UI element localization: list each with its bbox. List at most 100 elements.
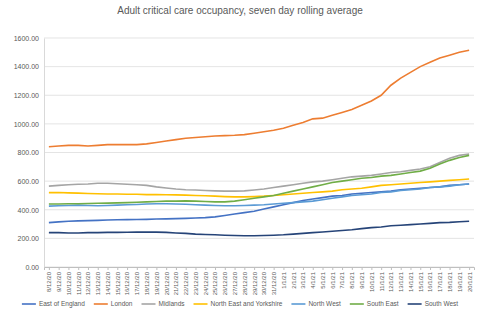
x-tick-label: 31/12/20 <box>271 271 277 295</box>
x-tick: 26/12/20 <box>222 267 228 295</box>
grid <box>44 38 474 267</box>
legend-item: South East <box>350 300 399 307</box>
legend-label: Midlands <box>159 300 186 307</box>
x-tick-mark <box>410 267 411 270</box>
x-tick-label: 13/12/20 <box>95 271 101 295</box>
x-tick-label: 8/1/21 <box>349 271 355 288</box>
x-tick-label: 8/12/20 <box>46 271 52 292</box>
x-tick-label: 15/12/20 <box>115 271 121 295</box>
x-tick: 19/1/21 <box>457 267 463 292</box>
series-line <box>49 155 469 204</box>
x-tick-label: 19/12/20 <box>154 271 160 295</box>
y-tick: 1000.00 <box>14 121 44 128</box>
x-tick-label: 11/1/21 <box>379 271 385 291</box>
x-tick-mark <box>283 267 284 270</box>
x-tick-mark <box>156 267 157 270</box>
x-tick: 5/1/21 <box>320 267 326 289</box>
legend-swatch <box>291 303 305 305</box>
x-tick-mark <box>186 267 187 270</box>
x-tick-mark <box>381 267 382 270</box>
x-tick-mark <box>195 267 196 270</box>
x-tick-mark <box>166 267 167 270</box>
x-tick-label: 13/1/21 <box>398 271 404 292</box>
x-tick: 12/12/20 <box>85 267 91 295</box>
grid-line <box>44 238 474 239</box>
x-tick: 9/12/20 <box>56 267 62 292</box>
y-tick: 1200.00 <box>14 92 44 99</box>
y-tick-label: 800.00 <box>18 149 40 156</box>
legend-swatch <box>194 303 208 305</box>
y-tick: 1400.00 <box>14 63 44 70</box>
legend-swatch <box>350 303 364 305</box>
x-tick-label: 14/1/21 <box>408 271 414 292</box>
x-tick-label: 21/12/20 <box>173 271 179 295</box>
x-tick-label: 10/12/20 <box>66 271 72 295</box>
x-tick-mark <box>430 267 431 270</box>
y-tick: 0.00 <box>25 264 44 271</box>
title: Adult critical care occupancy, seven day… <box>117 5 363 16</box>
series-line <box>49 221 469 236</box>
grid-line <box>44 181 474 182</box>
x-tick-label: 29/12/20 <box>252 271 258 295</box>
x-tick: 22/12/20 <box>183 267 189 295</box>
series-line <box>49 179 469 197</box>
x-tick: 24/12/20 <box>203 267 209 295</box>
x-tick-mark <box>127 267 128 270</box>
x-tick-label: 14/12/20 <box>105 271 111 295</box>
x-tick: 8/12/20 <box>46 267 52 292</box>
legend-item: South West <box>408 300 459 307</box>
x-tick-mark <box>332 267 333 270</box>
x-tick-label: 2/1/21 <box>291 271 297 288</box>
x-tick-mark <box>342 267 343 270</box>
x-tick: 14/12/20 <box>105 267 111 295</box>
x-tick-label: 23/12/20 <box>193 271 199 295</box>
x-tick-label: 3/1/21 <box>300 271 306 288</box>
x-tick-mark <box>391 267 392 270</box>
x-tick-label: 24/12/20 <box>203 271 209 295</box>
x-tick-label: 18/12/20 <box>144 271 150 295</box>
x-tick: 8/1/21 <box>349 267 355 289</box>
x-tick-label: 26/12/20 <box>222 271 228 295</box>
legend-swatch <box>22 303 36 305</box>
x-tick: 15/1/21 <box>418 267 424 292</box>
x-tick-mark <box>323 267 324 270</box>
x-tick-label: 28/12/20 <box>242 271 248 295</box>
x-tick-mark <box>274 267 275 270</box>
legend-swatch <box>94 303 108 305</box>
x-tick-mark <box>371 267 372 270</box>
x-tick: 16/12/20 <box>124 267 130 295</box>
x-tick: 25/12/20 <box>212 267 218 295</box>
x-tick-label: 9/1/21 <box>359 271 365 288</box>
x-tick-mark <box>254 267 255 270</box>
x-tick: 12/1/21 <box>388 267 394 292</box>
grid-line <box>44 152 474 153</box>
legend-label: South West <box>425 300 459 307</box>
x-tick: 31/12/20 <box>271 267 277 295</box>
x-axis-line <box>45 268 475 271</box>
x-tick-mark <box>293 267 294 270</box>
x-tick-mark <box>117 267 118 270</box>
y-tick-label: 1400.00 <box>14 63 39 70</box>
legend-item: North East and Yorkshire <box>194 300 283 307</box>
x-tick-mark <box>215 267 216 270</box>
x-tick: 23/12/20 <box>193 267 199 295</box>
x-tick-mark <box>176 267 177 270</box>
x-tick-mark <box>137 267 138 270</box>
x-tick-label: 10/1/21 <box>369 271 375 292</box>
y-tick-label: 0.00 <box>25 264 39 271</box>
x-tick-label: 16/12/20 <box>124 271 130 295</box>
x-tick-mark <box>401 267 402 270</box>
x-tick-label: 5/1/21 <box>320 271 326 288</box>
x-tick-label: 12/12/20 <box>85 271 91 295</box>
y-tick-label: 200.00 <box>18 235 40 242</box>
x-axis: 8/12/209/12/2010/12/2011/12/2012/12/2013… <box>45 267 475 295</box>
legend-swatch <box>408 303 422 305</box>
x-tick-label: 19/1/21 <box>457 271 463 292</box>
x-tick: 21/12/20 <box>173 267 179 295</box>
y-tick: 800.00 <box>18 149 44 156</box>
y-tick-label: 400.00 <box>18 206 40 213</box>
x-tick: 10/1/21 <box>369 267 375 292</box>
x-tick-label: 12/1/21 <box>388 271 394 292</box>
x-tick-label: 17/12/20 <box>134 271 140 295</box>
x-tick-mark <box>78 267 79 270</box>
